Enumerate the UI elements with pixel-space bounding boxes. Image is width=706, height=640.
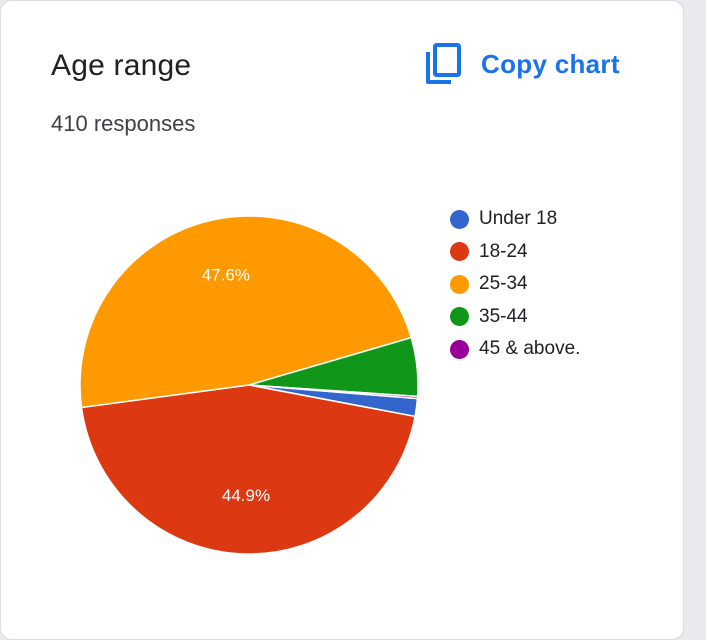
pie-slice-18-24[interactable] <box>80 384 416 555</box>
legend-label: 35-44 <box>479 305 528 327</box>
chart-title: Age range <box>51 49 192 82</box>
copy-icon <box>426 43 461 84</box>
pie-slice-25-34[interactable] <box>79 215 413 409</box>
legend-item: 18-24 <box>450 236 580 269</box>
copy-chart-label: Copy chart <box>481 48 620 79</box>
legend-item: 35-44 <box>450 301 580 334</box>
legend-label: 25-34 <box>479 273 528 295</box>
chart-legend: Under 18 18-24 25-34 35-44 45 & above. <box>450 203 580 366</box>
pie-slice-45-above[interactable] <box>248 384 419 400</box>
legend-swatch <box>450 307 469 327</box>
response-count: 410 responses <box>51 111 196 136</box>
legend-label: 45 & above. <box>479 338 581 360</box>
legend-label: 18-24 <box>479 240 528 262</box>
legend-swatch <box>450 242 469 262</box>
legend-label: Under 18 <box>479 208 558 230</box>
legend-item: Under 18 <box>450 203 580 236</box>
legend-item: 25-34 <box>450 268 580 301</box>
slice-label-25-34: 47.6% <box>202 265 250 284</box>
slice-label-18-24: 44.9% <box>222 486 270 505</box>
copy-chart-button[interactable]: Copy chart <box>413 39 630 89</box>
legend-swatch <box>450 274 469 294</box>
legend-swatch <box>450 339 469 359</box>
legend-item: 45 & above. <box>450 333 580 366</box>
legend-swatch <box>450 209 469 229</box>
